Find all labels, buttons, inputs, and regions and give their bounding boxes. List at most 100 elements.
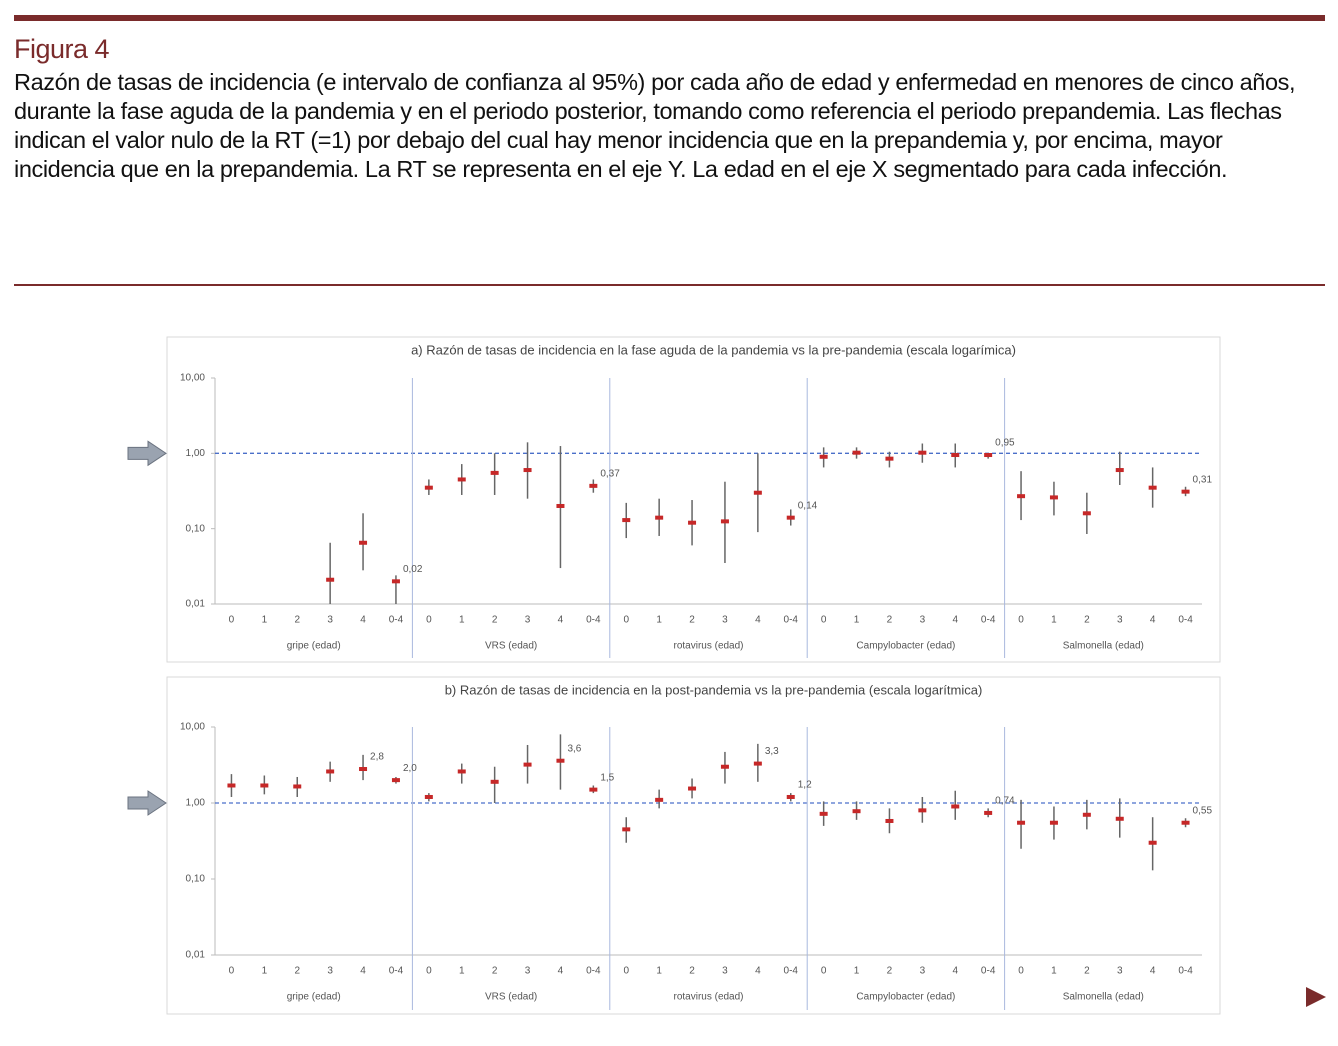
- group-label: gripe (edad): [287, 992, 341, 1003]
- point: [951, 453, 960, 458]
- x-tick-label: 3: [722, 615, 728, 626]
- x-tick-label: 0: [1018, 966, 1024, 977]
- data-label: 0,95: [995, 438, 1015, 449]
- point: [1017, 494, 1026, 499]
- point: [951, 804, 960, 809]
- x-tick-label: 3: [327, 966, 333, 977]
- group-label: VRS (edad): [485, 992, 537, 1003]
- point: [1181, 489, 1190, 494]
- figure-caption: Razón de tasas de incidencia (e interval…: [14, 69, 1296, 182]
- x-tick-label: 1: [459, 615, 465, 626]
- x-tick-label: 0-4: [1178, 966, 1193, 977]
- x-tick-label: 0: [229, 615, 235, 626]
- point: [1082, 511, 1091, 516]
- x-tick-label: 3: [327, 615, 333, 626]
- point: [1115, 468, 1124, 473]
- x-tick-label: 4: [755, 966, 761, 977]
- y-tick-label: 1,00: [186, 798, 206, 809]
- x-tick-label: 2: [492, 966, 498, 977]
- x-tick-label: 2: [1084, 615, 1090, 626]
- data-label: 1,2: [798, 780, 812, 791]
- point: [852, 450, 861, 455]
- x-tick-label: 2: [294, 615, 300, 626]
- data-label: 0,55: [1193, 805, 1213, 816]
- x-tick-label: 2: [887, 966, 893, 977]
- data-label: 0,31: [1193, 474, 1213, 485]
- group-label: Campylobacter (edad): [856, 992, 955, 1003]
- point: [688, 520, 697, 525]
- point: [852, 809, 861, 814]
- point: [819, 454, 828, 459]
- x-tick-label: 0-4: [389, 615, 404, 626]
- x-tick-label: 3: [1117, 966, 1123, 977]
- x-tick-label: 1: [656, 966, 662, 977]
- point: [1181, 820, 1190, 825]
- point: [424, 485, 433, 490]
- x-tick-label: 1: [262, 966, 268, 977]
- point: [1082, 812, 1091, 817]
- x-tick-label: 2: [1084, 966, 1090, 977]
- x-tick-label: 3: [525, 615, 531, 626]
- x-tick-label: 3: [1117, 615, 1123, 626]
- x-tick-label: 0-4: [784, 966, 799, 977]
- point: [918, 808, 927, 813]
- y-tick-label: 0,01: [186, 599, 206, 610]
- x-tick-label: 4: [558, 615, 564, 626]
- point: [1115, 816, 1124, 821]
- point: [1148, 840, 1157, 845]
- x-tick-label: 1: [656, 615, 662, 626]
- point: [424, 794, 433, 799]
- data-label: 0,02: [403, 564, 423, 575]
- point: [359, 540, 368, 545]
- x-tick-label: 0-4: [981, 966, 996, 977]
- point: [589, 483, 598, 488]
- x-tick-label: 0-4: [389, 966, 404, 977]
- point: [523, 468, 532, 473]
- point: [589, 787, 598, 792]
- point: [1017, 820, 1026, 825]
- x-tick-label: 0-4: [981, 615, 996, 626]
- point: [885, 818, 894, 823]
- x-tick-label: 3: [920, 966, 926, 977]
- point: [918, 450, 927, 455]
- point: [1148, 485, 1157, 490]
- point: [688, 786, 697, 791]
- x-tick-label: 0: [1018, 615, 1024, 626]
- null-arrow: [127, 790, 167, 816]
- x-tick-label: 0: [426, 966, 432, 977]
- chart-title: a) Razón de tasas de incidencia en la fa…: [411, 342, 1016, 357]
- point: [1049, 495, 1058, 500]
- x-tick-label: 1: [1051, 966, 1057, 977]
- group-label: Campylobacter (edad): [856, 641, 955, 652]
- x-tick-label: 4: [1150, 615, 1156, 626]
- point: [753, 490, 762, 495]
- x-tick-label: 0: [623, 615, 629, 626]
- x-tick-label: 4: [1150, 966, 1156, 977]
- x-tick-label: 1: [459, 966, 465, 977]
- point: [622, 518, 631, 523]
- group-label: Salmonella (edad): [1063, 641, 1144, 652]
- chart-panel: [166, 676, 1221, 1015]
- x-tick-label: 2: [689, 966, 695, 977]
- x-tick-label: 0-4: [1178, 615, 1193, 626]
- x-tick-label: 1: [262, 615, 268, 626]
- point: [556, 758, 565, 763]
- point: [720, 764, 729, 769]
- point: [786, 794, 795, 799]
- point: [720, 519, 729, 524]
- null-arrow: [127, 440, 167, 467]
- point: [457, 477, 466, 482]
- data-label: 3,3: [765, 746, 779, 757]
- point: [326, 577, 335, 582]
- data-label: 0,74: [995, 796, 1015, 807]
- x-tick-label: 4: [952, 615, 958, 626]
- point: [293, 784, 302, 789]
- x-tick-label: 0: [229, 966, 235, 977]
- x-tick-label: 4: [360, 615, 366, 626]
- chart-title: b) Razón de tasas de incidencia en la po…: [445, 682, 983, 697]
- point: [885, 456, 894, 461]
- y-tick-label: 10,00: [180, 722, 205, 733]
- point: [359, 767, 368, 772]
- figure-label: Figura 4: [14, 34, 110, 64]
